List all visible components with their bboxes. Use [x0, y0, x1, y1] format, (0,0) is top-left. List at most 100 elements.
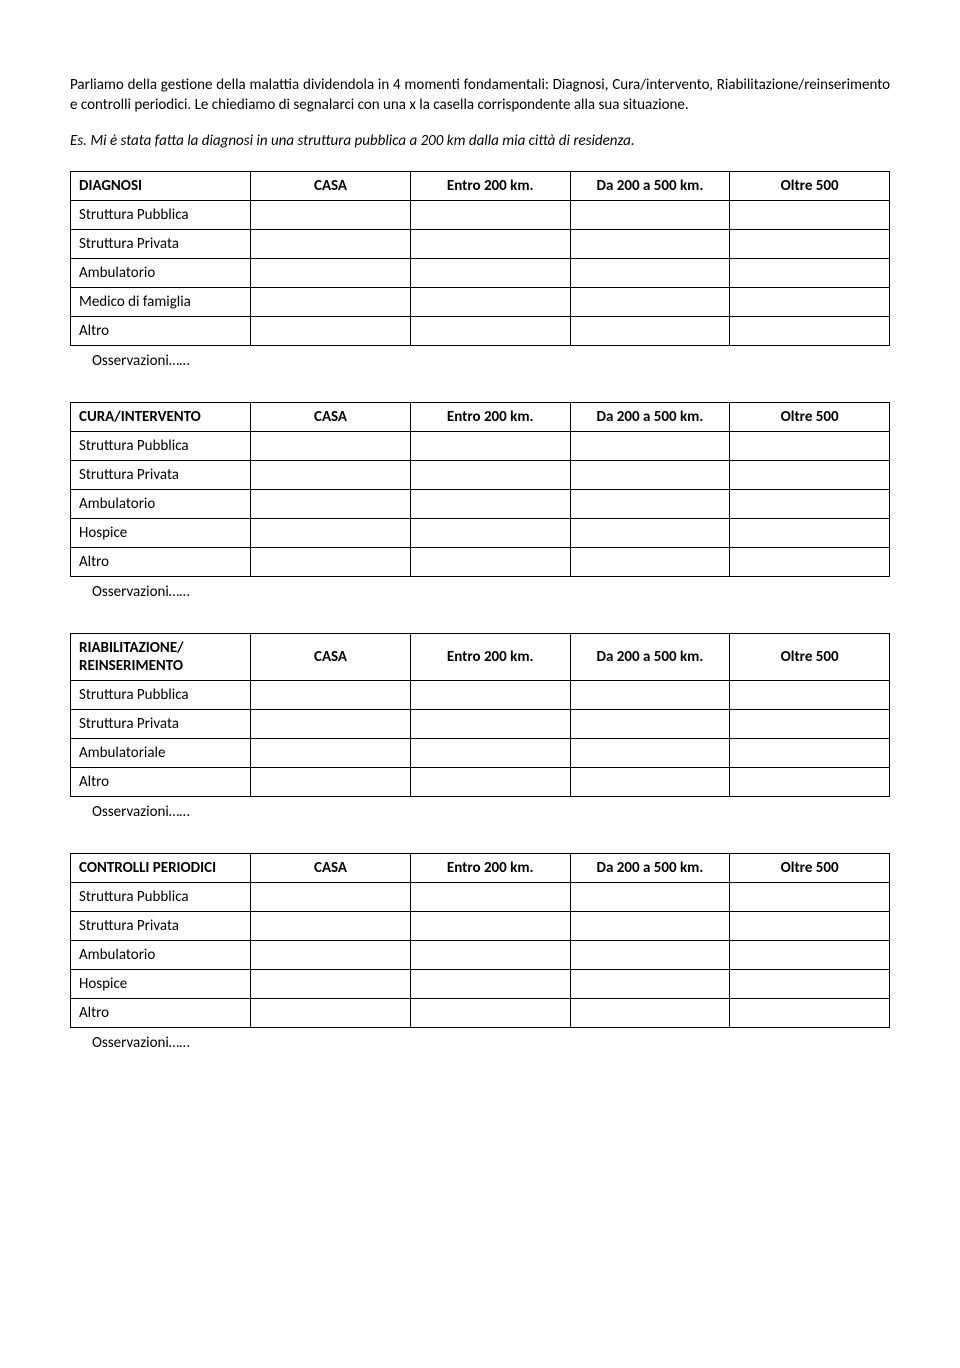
row-label: Struttura Pubblica — [71, 200, 251, 229]
col-header-oltre500: Oltre 500 — [730, 633, 890, 680]
cell[interactable] — [570, 518, 730, 547]
row-label: Hospice — [71, 969, 251, 998]
cell[interactable] — [730, 460, 890, 489]
cell[interactable] — [251, 882, 411, 911]
cell[interactable] — [410, 680, 570, 709]
cell[interactable] — [730, 200, 890, 229]
cell[interactable] — [570, 489, 730, 518]
row-label: Medico di famiglia — [71, 287, 251, 316]
cell[interactable] — [730, 431, 890, 460]
row-label: Struttura Pubblica — [71, 431, 251, 460]
cell[interactable] — [410, 316, 570, 345]
row-label: Struttura Pubblica — [71, 680, 251, 709]
cell[interactable] — [251, 258, 411, 287]
cell[interactable] — [251, 547, 411, 576]
cell[interactable] — [410, 882, 570, 911]
cell[interactable] — [410, 767, 570, 796]
cell[interactable] — [251, 431, 411, 460]
cell[interactable] — [410, 258, 570, 287]
cell[interactable] — [251, 229, 411, 258]
cell[interactable] — [410, 969, 570, 998]
row-label: Altro — [71, 547, 251, 576]
cell[interactable] — [730, 489, 890, 518]
cell[interactable] — [251, 998, 411, 1027]
row-label: Ambulatorio — [71, 258, 251, 287]
cell[interactable] — [410, 460, 570, 489]
cell[interactable] — [570, 709, 730, 738]
cell[interactable] — [251, 316, 411, 345]
cell[interactable] — [570, 911, 730, 940]
cell[interactable] — [730, 911, 890, 940]
cell[interactable] — [410, 489, 570, 518]
section-riabilitazione: RIABILITAZIONE/ REINSERIMENTO CASA Entro… — [70, 633, 890, 821]
row-label: Struttura Privata — [71, 229, 251, 258]
cell[interactable] — [730, 940, 890, 969]
cell[interactable] — [251, 518, 411, 547]
cell[interactable] — [730, 680, 890, 709]
cell[interactable] — [570, 940, 730, 969]
cell[interactable] — [570, 258, 730, 287]
cell[interactable] — [251, 680, 411, 709]
cell[interactable] — [730, 969, 890, 998]
cell[interactable] — [730, 767, 890, 796]
cell[interactable] — [410, 998, 570, 1027]
cell[interactable] — [410, 709, 570, 738]
cell[interactable] — [410, 547, 570, 576]
row-label: Altro — [71, 316, 251, 345]
cell[interactable] — [410, 287, 570, 316]
cell[interactable] — [570, 882, 730, 911]
table-title: CURA/INTERVENTO — [71, 402, 251, 431]
cell[interactable] — [570, 229, 730, 258]
cell[interactable] — [410, 200, 570, 229]
cell[interactable] — [251, 200, 411, 229]
cell[interactable] — [730, 998, 890, 1027]
cell[interactable] — [570, 460, 730, 489]
cell[interactable] — [570, 431, 730, 460]
cell[interactable] — [251, 911, 411, 940]
cell[interactable] — [570, 316, 730, 345]
cell[interactable] — [730, 258, 890, 287]
table-title: RIABILITAZIONE/ REINSERIMENTO — [71, 633, 251, 680]
cell[interactable] — [730, 709, 890, 738]
cell[interactable] — [410, 911, 570, 940]
cell[interactable] — [410, 431, 570, 460]
col-header-entro200: Entro 200 km. — [410, 171, 570, 200]
row-label: Struttura Privata — [71, 911, 251, 940]
cell[interactable] — [410, 738, 570, 767]
table-diagnosi: DIAGNOSI CASA Entro 200 km. Da 200 a 500… — [70, 171, 890, 346]
cell[interactable] — [570, 998, 730, 1027]
cell[interactable] — [570, 767, 730, 796]
cell[interactable] — [730, 287, 890, 316]
section-diagnosi: DIAGNOSI CASA Entro 200 km. Da 200 a 500… — [70, 171, 890, 370]
cell[interactable] — [570, 738, 730, 767]
cell[interactable] — [251, 489, 411, 518]
cell[interactable] — [570, 547, 730, 576]
example-paragraph: Es. Mi è stata fatta la diagnosi in una … — [70, 131, 890, 151]
table-title: CONTROLLI PERIODICI — [71, 853, 251, 882]
cell[interactable] — [730, 229, 890, 258]
cell[interactable] — [410, 229, 570, 258]
observations-label: Osservazioni…… — [92, 803, 890, 821]
cell[interactable] — [251, 767, 411, 796]
cell[interactable] — [410, 518, 570, 547]
cell[interactable] — [570, 200, 730, 229]
cell[interactable] — [570, 969, 730, 998]
cell[interactable] — [251, 287, 411, 316]
col-header-200a500: Da 200 a 500 km. — [570, 171, 730, 200]
cell[interactable] — [570, 680, 730, 709]
table-cura: CURA/INTERVENTO CASA Entro 200 km. Da 20… — [70, 402, 890, 577]
cell[interactable] — [730, 547, 890, 576]
cell[interactable] — [251, 460, 411, 489]
cell[interactable] — [730, 882, 890, 911]
col-header-casa: CASA — [251, 633, 411, 680]
cell[interactable] — [251, 738, 411, 767]
col-header-entro200: Entro 200 km. — [410, 633, 570, 680]
cell[interactable] — [730, 316, 890, 345]
cell[interactable] — [251, 709, 411, 738]
cell[interactable] — [251, 940, 411, 969]
cell[interactable] — [251, 969, 411, 998]
cell[interactable] — [570, 287, 730, 316]
cell[interactable] — [730, 518, 890, 547]
cell[interactable] — [410, 940, 570, 969]
cell[interactable] — [730, 738, 890, 767]
